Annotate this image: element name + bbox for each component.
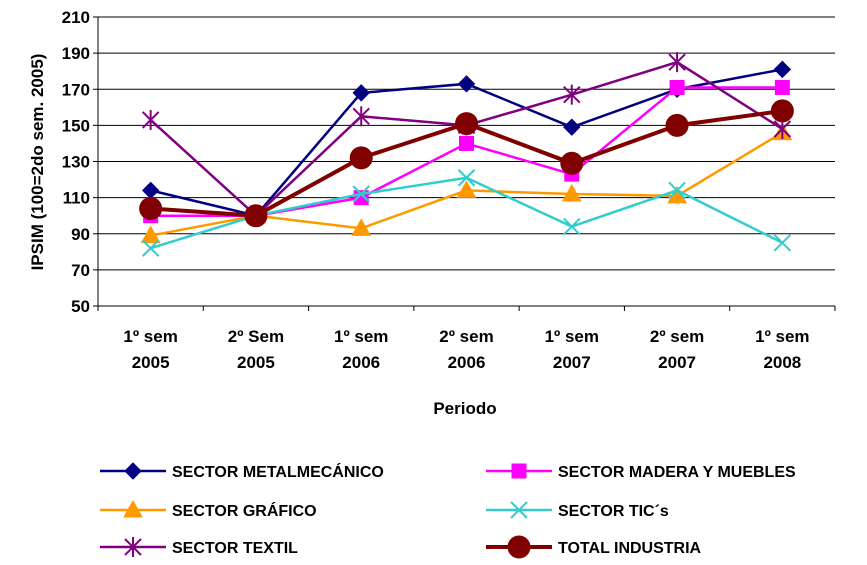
data-point	[349, 146, 373, 170]
data-point	[773, 60, 792, 79]
y-tick-label: 190	[62, 44, 90, 63]
marker-stroke	[457, 169, 476, 187]
marker-stroke	[563, 217, 581, 236]
data-point	[773, 234, 792, 252]
y-tick-label: 110	[63, 189, 90, 208]
marker-stroke	[510, 501, 528, 519]
data-point	[770, 99, 794, 123]
x-tick-label: 1º sem 2006	[334, 327, 388, 372]
y-tick-label: 70	[71, 261, 90, 280]
x-tick-labels: 1º sem 2005 2º Sem 2005 1º sem 2006 2º sem 2006…	[123, 327, 809, 372]
legend-entry: SECTOR MADERA Y MUEBLES	[486, 463, 796, 481]
y-tick-label: 210	[62, 8, 90, 27]
data-point	[563, 217, 581, 236]
x-tick-label: 2º sem 2006	[439, 327, 493, 372]
data-point	[457, 75, 476, 93]
marker-stroke	[352, 185, 370, 203]
legend-marker	[511, 463, 527, 479]
data-point	[665, 113, 689, 137]
axes	[93, 16, 836, 311]
legend-entry: TOTAL INDUSTRIA	[486, 535, 702, 559]
data-point	[351, 218, 372, 236]
x-tick-label: 2º sem 2007	[650, 327, 704, 372]
data-point	[141, 109, 160, 130]
y-tick-label: 150	[62, 116, 90, 135]
data-point	[244, 204, 268, 228]
data-point	[459, 135, 474, 151]
data-point	[563, 84, 581, 105]
legend-label: SECTOR TEXTIL	[172, 540, 298, 557]
y-tick-label: 170	[62, 80, 90, 99]
legend-entry: SECTOR METALMECÁNICO	[100, 462, 384, 481]
data-point	[563, 118, 581, 136]
legend-label: TOTAL INDUSTRIA	[558, 540, 702, 557]
y-tick-labels: 50 70 90 110 130 150 170 190 210	[62, 8, 90, 316]
x-tick-label: 2º Sem 2005	[228, 327, 284, 372]
x-tick-label: 1º sem 2007	[545, 327, 599, 372]
legend-marker	[510, 501, 528, 519]
data-point	[141, 181, 160, 200]
data-point	[140, 225, 161, 244]
x-tick-label: 1º sem 2008	[755, 327, 809, 372]
legend-entry: SECTOR TEXTIL	[100, 537, 298, 557]
legend-entry: SECTOR TIC´s	[486, 501, 669, 520]
legend-entry: SECTOR GRÁFICO	[100, 499, 317, 520]
legend: SECTOR METALMECÁNICO SECTOR MADERA Y MUEB…	[100, 462, 796, 559]
marker-stroke	[773, 234, 792, 252]
data-point	[668, 181, 686, 200]
legend-marker	[507, 535, 531, 559]
legend-label: SECTOR METALMECÁNICO	[172, 462, 384, 481]
y-tick-label: 90	[71, 225, 90, 244]
data-point	[456, 180, 477, 198]
x-axis-title: Periodo	[433, 399, 496, 418]
data-point	[352, 185, 370, 203]
legend-marker	[123, 499, 143, 518]
data-point	[139, 196, 163, 220]
marker-stroke	[141, 239, 160, 257]
gridlines	[98, 16, 835, 307]
legend-label: SECTOR TIC´s	[558, 503, 669, 520]
data-point	[668, 52, 686, 73]
data-point	[457, 169, 476, 187]
data-point	[774, 79, 790, 95]
series	[139, 99, 794, 228]
legend-marker	[124, 537, 142, 557]
data-point	[141, 239, 160, 257]
data-point	[352, 84, 370, 102]
marker-stroke	[668, 181, 686, 200]
y-axis-title: IPSIM (100=2do sem. 2005)	[28, 54, 47, 271]
y-tick-label: 50	[71, 297, 90, 316]
data-point	[561, 183, 582, 202]
data-point	[455, 112, 478, 136]
legend-label: SECTOR MADERA Y MUEBLES	[558, 464, 796, 481]
series-group	[139, 52, 794, 257]
legend-marker	[124, 462, 142, 480]
data-point	[560, 151, 584, 175]
x-tick-label: 1º sem 2005	[123, 327, 177, 372]
y-tick-label: 130	[62, 153, 90, 172]
data-point	[669, 79, 685, 95]
data-point	[352, 106, 370, 127]
legend-label: SECTOR GRÁFICO	[172, 501, 317, 520]
